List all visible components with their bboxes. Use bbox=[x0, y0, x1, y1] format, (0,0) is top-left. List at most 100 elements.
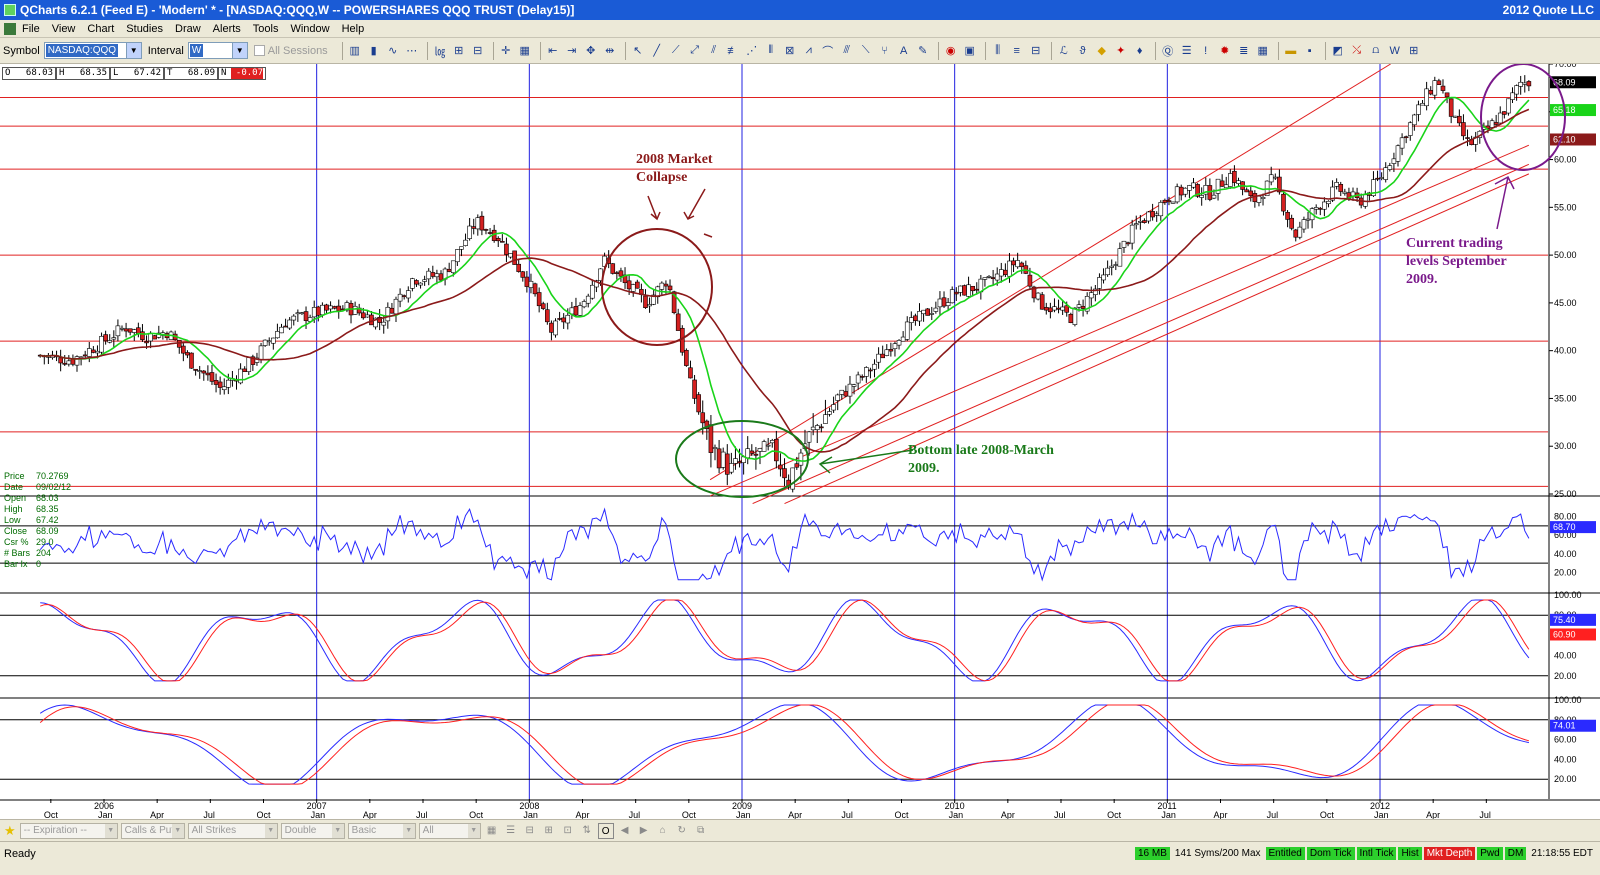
cycle-icon[interactable]: ⫴ bbox=[768, 44, 773, 56]
all-select[interactable]: All ▼ bbox=[418, 822, 481, 839]
spiral-icon[interactable]: ℒ bbox=[1059, 45, 1068, 57]
save-icon[interactable]: ▪ bbox=[1307, 44, 1312, 57]
quote-icon[interactable]: Ⓠ bbox=[1162, 45, 1174, 58]
symbol-combo[interactable]: NASDAQ:QQQ ▼ bbox=[43, 42, 142, 59]
eraser-icon[interactable]: ✎ bbox=[918, 45, 928, 57]
grid-icon[interactable]: ▦ bbox=[486, 824, 497, 836]
text-icon[interactable]: A bbox=[900, 44, 908, 57]
news-icon[interactable]: ☰ bbox=[1181, 45, 1192, 57]
menu-studies[interactable]: Studies bbox=[126, 22, 163, 35]
refresh-icon[interactable]: ↻ bbox=[677, 824, 686, 836]
chart-window-icon[interactable]: ⤯ bbox=[1352, 44, 1362, 56]
candle-body bbox=[1170, 201, 1176, 204]
table-icon[interactable]: ▦ bbox=[1257, 45, 1268, 57]
expand-icon[interactable]: ⊟ bbox=[473, 45, 483, 57]
extended-line-icon[interactable]: ⤢ bbox=[690, 44, 700, 56]
andrews-icon[interactable]: ⑂ bbox=[881, 44, 888, 57]
home-icon[interactable]: ⌂ bbox=[659, 824, 666, 836]
candle-body bbox=[949, 289, 955, 304]
x-month-label: Apr bbox=[1426, 810, 1440, 819]
candle-body bbox=[1412, 114, 1417, 126]
regression-icon[interactable]: ⟍ bbox=[861, 44, 870, 56]
table-icon[interactable]: ⊟ bbox=[525, 824, 534, 836]
star-icon[interactable]: ★ bbox=[4, 822, 16, 838]
window-icon[interactable]: ◩ bbox=[1332, 45, 1343, 57]
record-icon[interactable]: ◉ bbox=[945, 45, 956, 57]
menu-alerts[interactable]: Alerts bbox=[212, 22, 241, 35]
bar-data-icon[interactable]: ⊟ bbox=[1031, 45, 1041, 57]
sym-icon[interactable]: ⊞ bbox=[544, 824, 553, 836]
grid-icon[interactable]: ▦ bbox=[519, 45, 530, 57]
all-sessions-checkbox[interactable] bbox=[253, 45, 265, 56]
line-chart-icon[interactable]: ∿ bbox=[388, 45, 398, 57]
chevron-down-icon[interactable]: ▼ bbox=[231, 43, 247, 58]
candle-body bbox=[1084, 296, 1090, 312]
alert-icon[interactable]: ! bbox=[1204, 44, 1208, 57]
menu-file[interactable]: File bbox=[22, 22, 40, 35]
bar-chart-icon[interactable]: ▥ bbox=[349, 45, 360, 57]
interval-combo[interactable]: W ▼ bbox=[187, 42, 248, 59]
minichart-icon[interactable]: ⩍ bbox=[1372, 44, 1380, 56]
sym-alt-icon[interactable]: ⊡ bbox=[563, 824, 572, 836]
menu-draw[interactable]: Draw bbox=[175, 22, 201, 35]
trendline-icon[interactable]: ╱ bbox=[653, 45, 660, 57]
basic-select[interactable]: Basic ▼ bbox=[347, 822, 416, 839]
chart-area[interactable]: 70.0065.0060.0055.0050.0045.0040.0035.00… bbox=[0, 64, 1600, 819]
crosshair-icon[interactable]: ✛ bbox=[501, 45, 511, 57]
open-folder-icon[interactable]: ▬ bbox=[1285, 44, 1297, 57]
studies-icon[interactable]: ⫼ bbox=[995, 44, 1001, 56]
channel-icon[interactable]: ⫻ bbox=[843, 44, 850, 56]
back-icon[interactable]: ◀ bbox=[620, 824, 629, 836]
split-icon[interactable]: ⇹ bbox=[605, 45, 615, 57]
time-sales-icon[interactable]: ≡ bbox=[1013, 44, 1020, 57]
strikes-select[interactable]: All Strikes ▼ bbox=[187, 822, 278, 839]
fan-icon[interactable]: ⋰ bbox=[746, 45, 758, 57]
fib-extension-icon[interactable]: ≢ bbox=[727, 44, 739, 57]
point-figure-icon[interactable]: ⋯ bbox=[406, 45, 418, 57]
menu-chart[interactable]: Chart bbox=[87, 22, 115, 35]
compress-icon[interactable]: ⊞ bbox=[454, 45, 464, 57]
gann-icon[interactable]: ⊠ bbox=[785, 45, 795, 57]
candle-body bbox=[1420, 103, 1425, 106]
list-icon[interactable]: ☰ bbox=[506, 824, 516, 836]
chart-canvas[interactable]: 70.0065.0060.0055.0050.0045.0040.0035.00… bbox=[0, 64, 1600, 819]
data-row: Date 09/02/12 bbox=[4, 482, 72, 492]
layout-icon[interactable]: ▣ bbox=[964, 45, 975, 57]
menu-tools[interactable]: Tools bbox=[252, 22, 279, 35]
bug-icon[interactable]: ✹ bbox=[1220, 45, 1230, 57]
move-icon[interactable]: ✥ bbox=[586, 45, 596, 57]
expiration-select[interactable]: -- Expiration -- ▼ bbox=[19, 822, 118, 839]
scroll-left-icon[interactable]: ⇤ bbox=[548, 45, 558, 57]
calls-puts-select[interactable]: Calls & Puts ▼ bbox=[120, 822, 185, 839]
forward-icon[interactable]: ▶ bbox=[639, 824, 648, 836]
word-icon[interactable]: W bbox=[1389, 44, 1400, 57]
ray-icon[interactable]: ⟋ bbox=[671, 44, 680, 56]
spiral2-icon[interactable]: ϑ bbox=[1079, 44, 1086, 57]
scroll-right-icon[interactable]: ⇥ bbox=[567, 45, 577, 57]
candle-body bbox=[1313, 207, 1319, 210]
double-select[interactable]: Double ▼ bbox=[280, 822, 345, 839]
menu-view[interactable]: View bbox=[51, 22, 76, 35]
arcs-icon[interactable]: ⌒ bbox=[822, 45, 834, 58]
speed-lines-icon[interactable]: ⩘ bbox=[805, 44, 812, 56]
candle-body bbox=[966, 284, 971, 297]
log-scale-icon[interactable]: ㏒ bbox=[434, 45, 446, 58]
menu-window[interactable]: Window bbox=[290, 22, 330, 35]
fibonacci-icon[interactable]: ⫽ bbox=[711, 44, 717, 56]
pointer-icon[interactable]: ↖ bbox=[633, 45, 643, 57]
calc-icon[interactable]: ⊞ bbox=[1409, 45, 1419, 57]
candle-body bbox=[782, 468, 787, 479]
font-icon[interactable]: ♦ bbox=[1136, 44, 1143, 57]
chevron-down-icon[interactable]: ▼ bbox=[125, 43, 141, 58]
menu-help[interactable]: Help bbox=[341, 22, 365, 35]
options-icon[interactable]: O bbox=[597, 822, 614, 839]
sort-icon[interactable]: ⇅ bbox=[582, 824, 591, 836]
paint-icon[interactable]: ✦ bbox=[1116, 45, 1126, 57]
candlestick-icon[interactable]: ▮ bbox=[370, 45, 377, 57]
document-icon[interactable] bbox=[4, 22, 16, 35]
x-month-label: Jan bbox=[1374, 810, 1389, 819]
color-icon[interactable]: ◆ bbox=[1097, 45, 1106, 57]
detach-icon[interactable]: ⧉ bbox=[697, 824, 705, 836]
list-icon[interactable]: ≣ bbox=[1239, 45, 1249, 57]
price-tick-label: 50.00 bbox=[1554, 250, 1577, 260]
